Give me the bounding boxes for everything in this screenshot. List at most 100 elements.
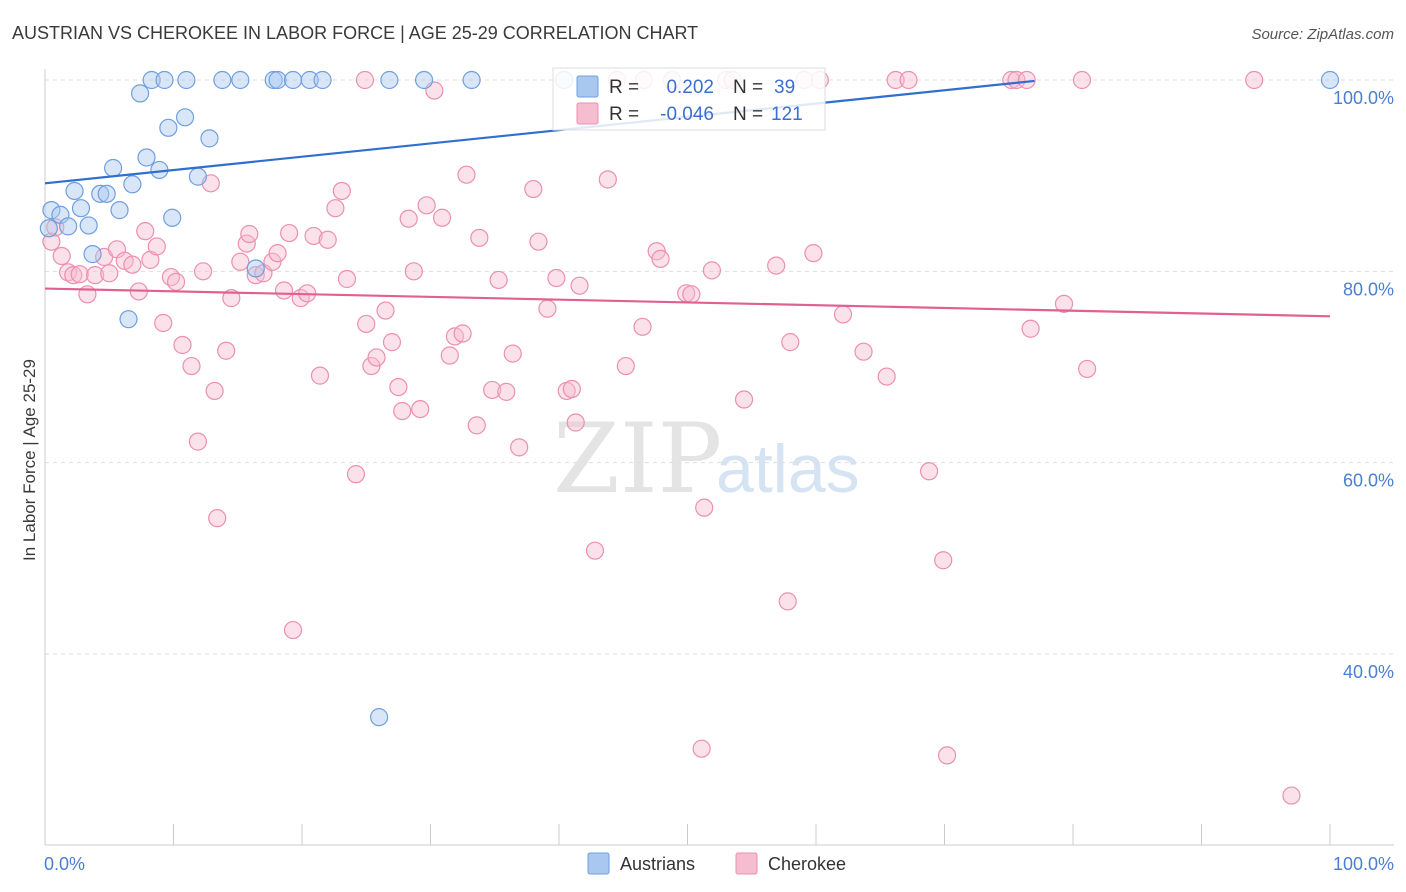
austrian-point [300, 70, 319, 90]
austrian-point [283, 70, 303, 90]
cherokee-point [154, 313, 173, 333]
cherokee-point [318, 230, 337, 249]
austrian-point [213, 70, 232, 90]
legend-austrians-label: Austrians [620, 854, 695, 874]
cherokee-point [510, 438, 529, 457]
cherokee-n-label: N = [733, 104, 763, 125]
cherokee-point [470, 228, 489, 247]
cherokee-point [404, 262, 423, 281]
austrian-points [39, 70, 1340, 727]
cherokee-point [357, 314, 376, 334]
cherokee-point [280, 223, 299, 243]
austrian-point [231, 70, 250, 90]
cherokee-point [1017, 70, 1036, 90]
austrian-point [175, 108, 195, 127]
austrian-point [200, 129, 219, 148]
cherokee-point [222, 289, 241, 308]
cherokee-point [59, 263, 78, 282]
x-tick-label-max: 100.0% [1333, 854, 1394, 874]
austrians-r-label: R = [609, 77, 639, 98]
cherokee-point [52, 246, 71, 266]
cherokee-point [304, 226, 323, 246]
austrian-point [177, 70, 196, 90]
austrian-point [370, 708, 389, 727]
cherokee-point [1282, 786, 1301, 805]
cherokee-point [337, 269, 357, 289]
austrian-point [380, 70, 399, 90]
cherokee-point [529, 232, 548, 251]
austrian-point [313, 70, 332, 90]
austrian-point [39, 219, 58, 238]
austrian-point [65, 181, 84, 201]
cherokee-point [193, 262, 213, 281]
cherokee-point [274, 281, 294, 300]
cherokee-point [432, 208, 452, 227]
austrian-point [142, 70, 161, 90]
cherokee-point [1021, 319, 1040, 338]
legend-cherokee-label: Cherokee [768, 854, 846, 874]
cherokee-point [376, 301, 395, 320]
cherokee-point [692, 739, 711, 758]
austrian-point [163, 208, 182, 227]
cherokee-point [616, 356, 635, 376]
austrians-n-label: N = [733, 77, 763, 98]
watermark-atlas: atlas [716, 431, 860, 507]
austrian-trend-line [44, 79, 1035, 185]
cherokee-point [489, 270, 508, 290]
austrian-point [91, 184, 110, 203]
austrian-point [79, 216, 98, 235]
cherokee-point [367, 348, 386, 367]
cherokee-point [483, 380, 502, 400]
cherokee-trend-line [44, 287, 1331, 318]
cherokee-point [417, 196, 436, 215]
cherokee-point [781, 333, 800, 352]
austrians-n-value: 39 [774, 77, 795, 98]
cherokee-point [570, 276, 589, 295]
austrian-point [246, 259, 265, 278]
cherokee-point [147, 237, 166, 256]
austrian-point [123, 175, 142, 194]
cherokee-point [1072, 70, 1092, 90]
cherokee-point [86, 266, 105, 285]
austrian-point [264, 70, 283, 90]
cherokee-point [937, 746, 957, 765]
axes [44, 69, 1394, 846]
cherokee-point [778, 592, 797, 611]
cherokee-point [123, 255, 142, 274]
cherokee-point [886, 70, 905, 90]
stats-legend: R = 0.202 N = 39 R = -0.046 N = 121 [552, 67, 826, 131]
cherokee-point [240, 224, 259, 244]
austrian-point [119, 310, 138, 329]
cherokee-point [64, 266, 83, 285]
austrian-point [130, 84, 150, 103]
cherokee-point [457, 165, 476, 184]
cherokee-point [393, 401, 412, 421]
austrian-point [97, 184, 116, 203]
y-tick-labels: 40.0% 60.0% 80.0% 100.0% [1333, 88, 1394, 682]
austrian-point [83, 245, 102, 264]
y-axis-label: In Labor Force | Age 25-29 [20, 359, 39, 561]
austrians-r-value: 0.202 [666, 77, 714, 98]
austrian-point [42, 201, 61, 220]
cherokee-point [182, 356, 201, 376]
trend-lines [44, 79, 1331, 318]
cherokee-point [497, 382, 516, 401]
cherokee-point [734, 390, 754, 409]
cherokee-point [1054, 294, 1074, 313]
gridlines [45, 79, 1394, 655]
y-tick-label: 60.0% [1343, 471, 1394, 491]
y-tick-label: 80.0% [1343, 279, 1394, 299]
chart-source: Source: ZipAtlas.com [1251, 26, 1394, 43]
cherokee-point [310, 366, 330, 385]
x-tick-label-min: 0.0% [44, 854, 85, 874]
austrian-point [1320, 70, 1340, 90]
cherokee-point [503, 344, 522, 363]
cherokee-point [547, 268, 566, 288]
cherokee-point [598, 170, 617, 189]
austrian-point [59, 217, 78, 236]
austrian-point [188, 167, 208, 186]
cherokee-point [934, 551, 953, 570]
cherokee-point [633, 317, 652, 336]
cherokee-point [283, 620, 303, 640]
